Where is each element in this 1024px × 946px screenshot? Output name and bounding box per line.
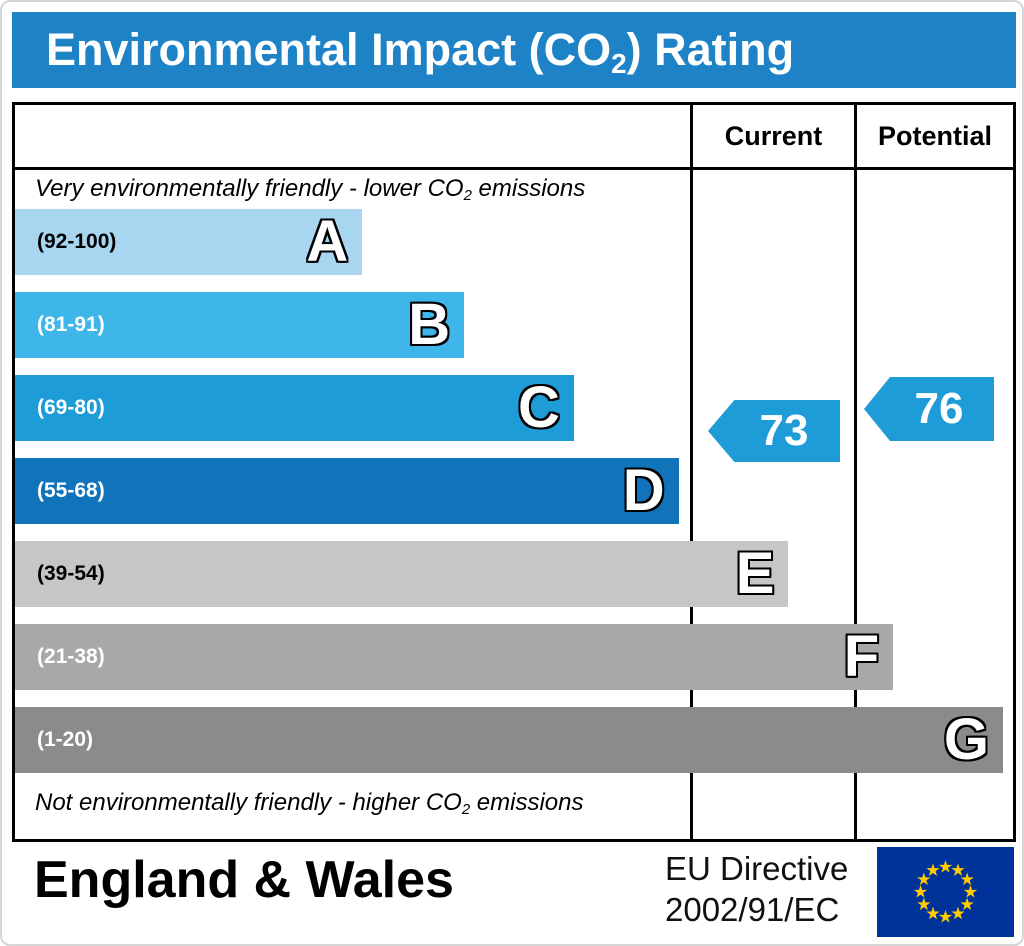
- band-letter: G: [943, 707, 990, 772]
- band-b: (81-91) B: [15, 292, 465, 358]
- top-note: Very environmentally friendly - lower CO…: [35, 175, 586, 205]
- top-note-subscript: 2: [463, 188, 472, 205]
- band-c: (69-80) C: [15, 375, 574, 441]
- bottom-note-subscript: 2: [461, 802, 471, 819]
- band-f: (21-38) F: [15, 624, 894, 690]
- band-e: (39-54) E: [15, 541, 789, 607]
- band-range: (21-38): [37, 645, 105, 668]
- potential-rating-arrow: 76: [864, 377, 994, 441]
- top-note-post: emissions: [471, 175, 586, 202]
- bottom-note: Not environmentally friendly - higher CO…: [35, 789, 584, 819]
- current-rating-value: 73: [759, 406, 809, 455]
- band-letter: E: [735, 541, 775, 606]
- region-label: England & Wales: [34, 851, 454, 909]
- eu-directive-line1: EU Directive: [665, 850, 849, 887]
- title-text-post: ) Rating: [626, 24, 795, 75]
- band-letter: F: [843, 624, 880, 689]
- header-divider: [15, 167, 1013, 170]
- bottom-note-post: emissions: [470, 789, 584, 816]
- band-range: (1-20): [37, 728, 94, 751]
- title-subscript: 2: [611, 47, 627, 79]
- bottom-note-pre: Not environmentally friendly - higher CO: [35, 789, 462, 816]
- current-rating-arrow: 73: [708, 400, 840, 462]
- band-range: (39-54): [37, 562, 105, 585]
- eu-flag-stars: [913, 860, 978, 923]
- column-header-potential: Potential: [877, 121, 992, 151]
- band-range: (69-80): [37, 396, 105, 419]
- band-letter: C: [517, 375, 560, 440]
- band-letter: B: [408, 292, 451, 357]
- title-text-pre: Environmental Impact (CO: [46, 24, 612, 75]
- eu-directive-line2: 2002/91/EC: [665, 891, 840, 928]
- top-note-pre: Very environmentally friendly - lower CO: [35, 175, 464, 202]
- band-range: (55-68): [37, 479, 105, 502]
- page-title: Environmental Impact (CO2) Rating: [12, 12, 1016, 88]
- eu-flag-icon: [877, 847, 1014, 937]
- column-header-current: Current: [724, 121, 823, 151]
- band-range: (81-91): [37, 313, 105, 336]
- divider-current-potential: [854, 105, 857, 839]
- eu-directive-label: EU Directive 2002/91/EC: [665, 848, 848, 930]
- band-a: (92-100) A: [15, 209, 363, 275]
- band-letter: A: [306, 209, 349, 274]
- band-letter: D: [622, 458, 665, 523]
- potential-rating-value: 76: [914, 384, 964, 433]
- band-range: (92-100): [37, 230, 117, 253]
- divider-left-current: [690, 105, 693, 839]
- band-d: (55-68) D: [15, 458, 679, 524]
- band-g: (1-20) G: [15, 707, 1004, 773]
- rating-table: Current Potential Very environmentally f…: [12, 102, 1016, 842]
